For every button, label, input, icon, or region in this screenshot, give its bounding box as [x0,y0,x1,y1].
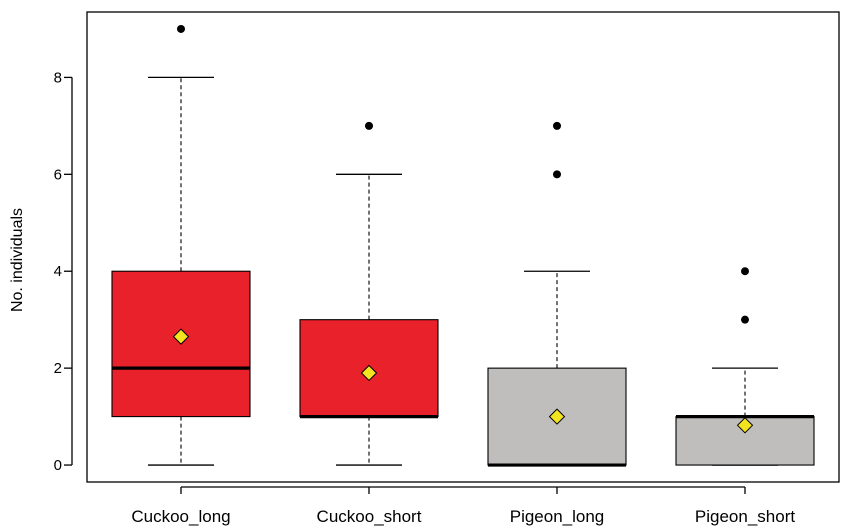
y-tick-label: 0 [54,457,62,474]
outlier-point [741,267,749,276]
y-tick-label: 2 [54,360,62,377]
y-axis-title: No. individuals [9,208,26,312]
x-tick-label: Cuckoo_short [317,507,422,526]
box-group-pigeon-short [675,267,815,466]
y-tick-label: 6 [54,166,62,183]
mean-marker [172,328,190,345]
x-tick-label: Pigeon_short [695,507,795,526]
x-tick-label: Pigeon_long [510,507,605,526]
mean-marker [736,417,754,434]
box-group-cuckoo-short [299,121,439,466]
box [487,367,627,466]
x-tick-label: Cuckoo_long [131,507,230,526]
outlier-point [553,170,561,179]
boxes [111,24,815,467]
outlier-point [741,315,749,324]
y-tick-label: 8 [54,69,62,86]
box-group-pigeon-long [487,121,627,467]
plot-frame [86,11,840,483]
y-tick-label: 4 [54,263,62,280]
box-group-cuckoo-long [111,24,251,466]
mean-marker [548,408,566,425]
y-axis: 0 2 4 6 8 [54,69,73,474]
outlier-point [365,121,373,130]
outlier-point [177,24,185,33]
outlier-point [553,121,561,130]
x-axis-labels: Cuckoo_long Cuckoo_short Pigeon_long Pigeon… [131,486,795,526]
mean-marker [360,364,378,382]
